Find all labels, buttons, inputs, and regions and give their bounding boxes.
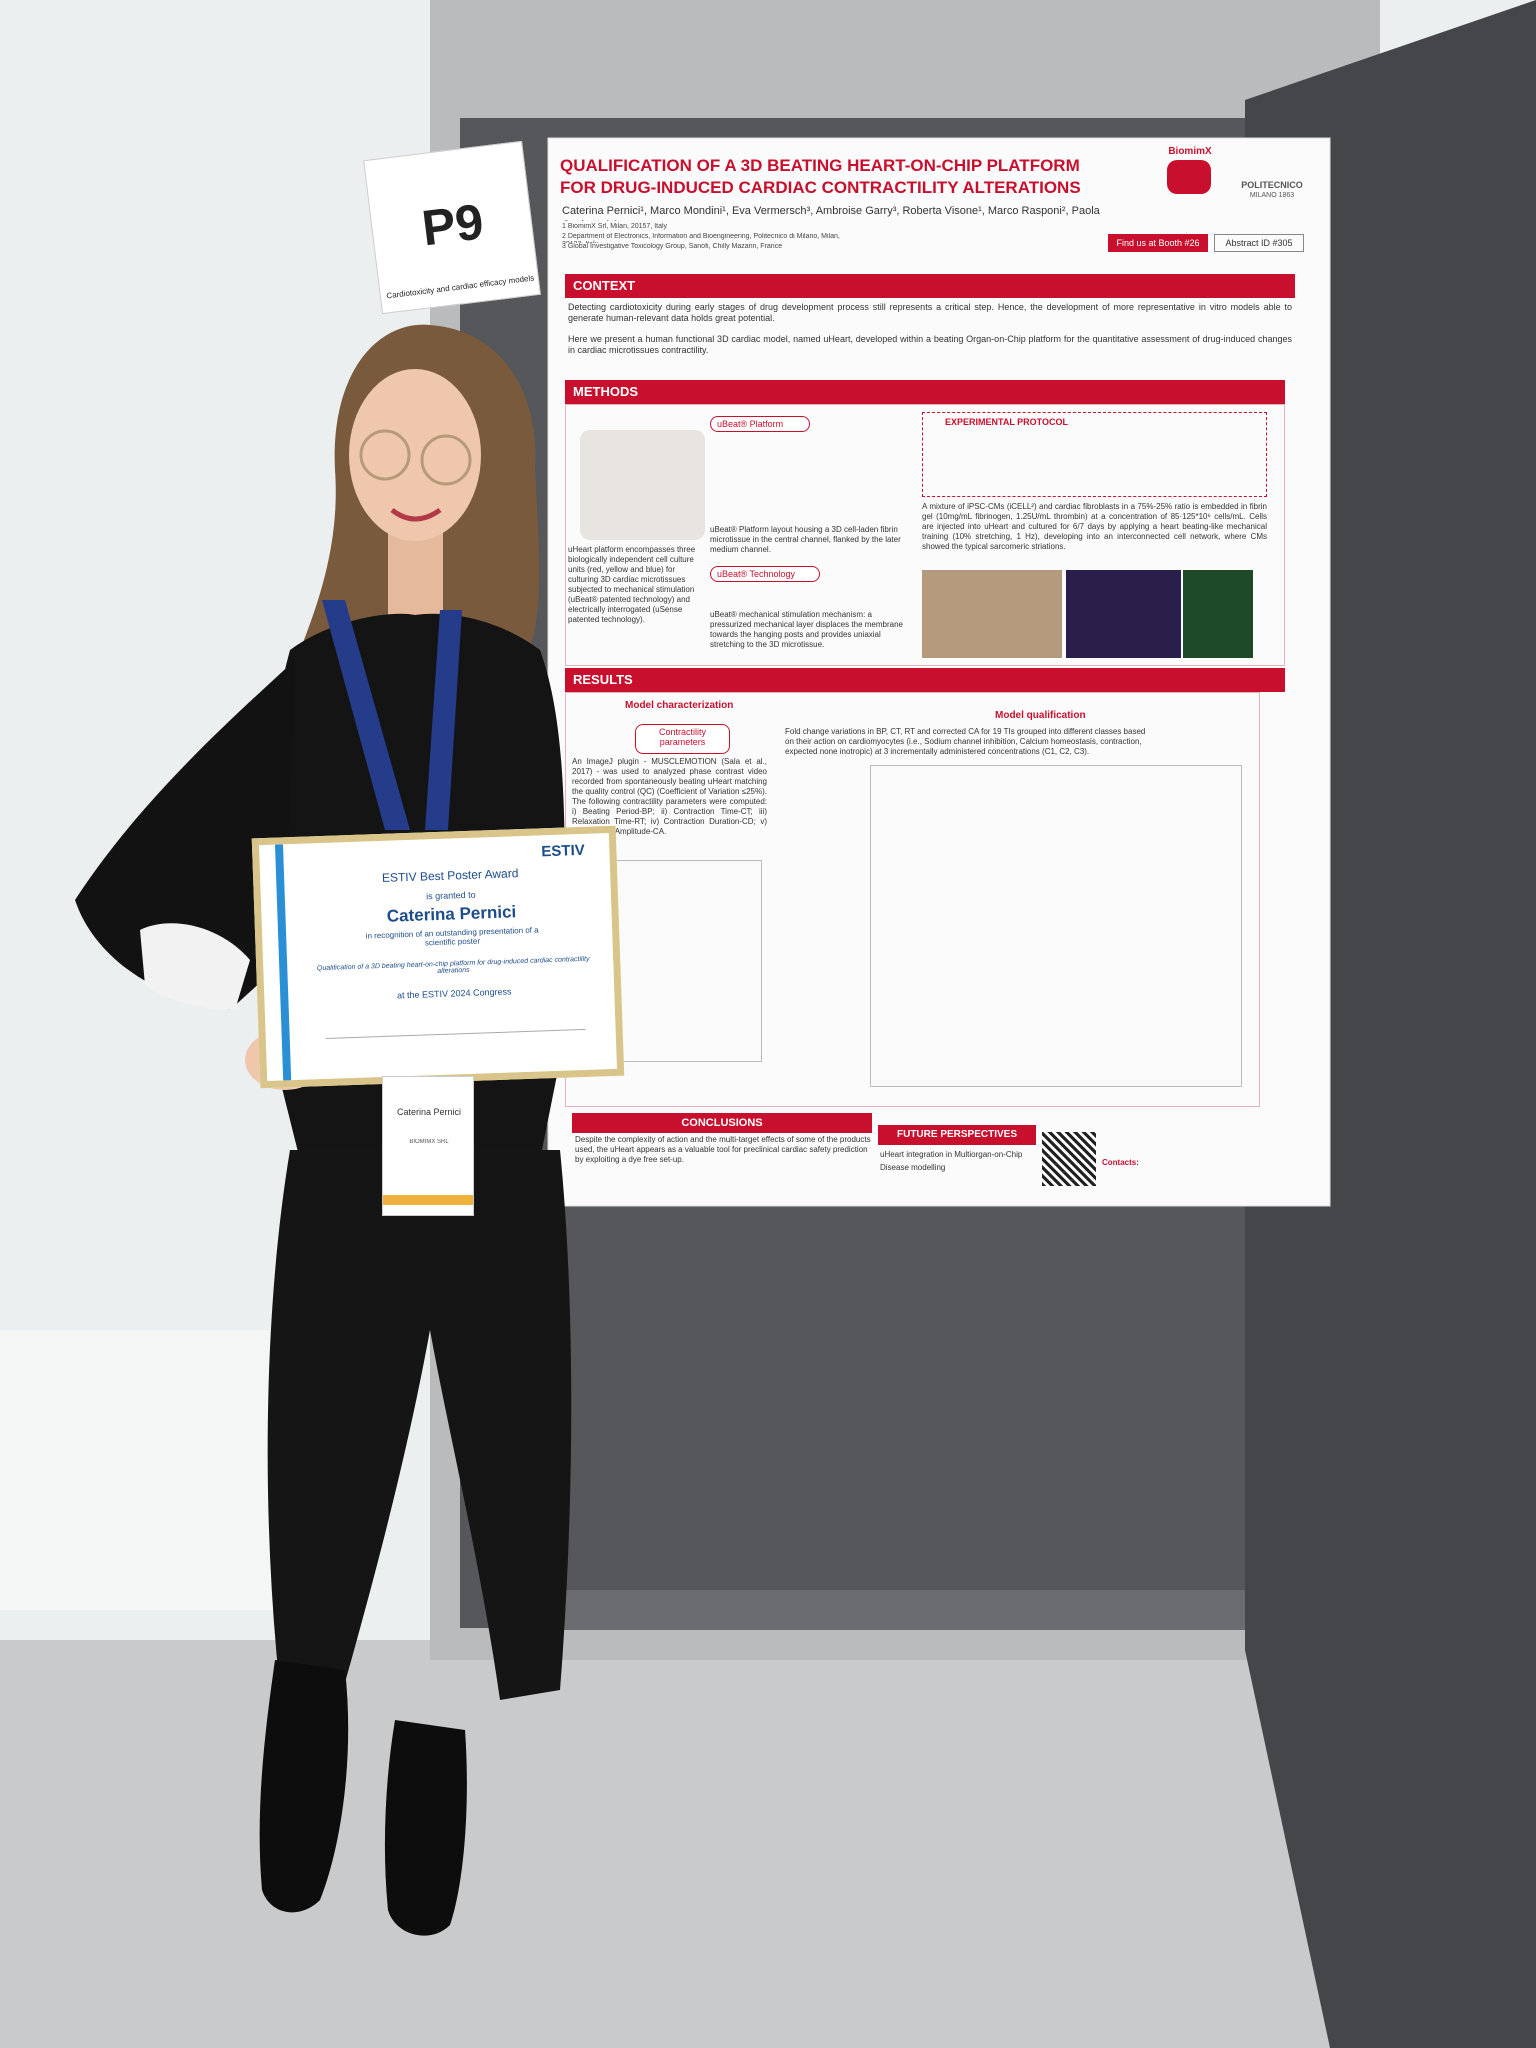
glasses-lens <box>420 434 472 486</box>
shoe <box>259 1660 349 1913</box>
conclusions-text: Despite the complexity of action and the… <box>575 1135 871 1164</box>
badge-company: BIOMIMX SRL <box>409 1139 449 1145</box>
logo-mark <box>1167 160 1211 194</box>
methods-box <box>565 404 1285 666</box>
section-heading: CONTEXT <box>565 274 1295 298</box>
section-heading: METHODS <box>565 380 1285 404</box>
booth-card: P9 Cardiotoxicity and cardiac efficacy m… <box>363 140 541 315</box>
certificate-poster: Qualification of a 3D beating heart-on-c… <box>316 955 590 976</box>
micrograph <box>1183 570 1253 658</box>
results-text: An ImageJ plugin - MUSCLEMOTION (Sala et… <box>572 757 767 836</box>
method-text: uBeat® mechanical stimulation mechanism:… <box>710 610 903 649</box>
results-subheading: Model qualification <box>995 710 1086 721</box>
results-label: Contractility parameters <box>635 724 730 754</box>
certificate-stripe <box>274 844 292 1085</box>
logo-text: BiomimX <box>1168 146 1212 157</box>
contacts-label: Contacts: <box>1102 1158 1139 1167</box>
smile <box>390 507 442 522</box>
certificate-logo: ESTIV <box>541 841 586 861</box>
section-heading: RESULTS <box>565 668 1285 692</box>
glasses-lens <box>359 429 411 481</box>
protocol-label: EXPERIMENTAL PROTOCOL <box>945 417 1069 427</box>
abstract-tag: Abstract ID #305 <box>1214 234 1304 252</box>
name-badge: Caterina Pernici BIOMIMX SRL <box>382 1076 474 1216</box>
method-text: uHeart platform encompasses three biolog… <box>568 545 696 624</box>
results-subheading: Model characterization <box>625 700 734 711</box>
qr-code <box>1042 1132 1096 1186</box>
method-text: A mixture of iPSC-CMs (iCELL²) and cardi… <box>922 502 1267 551</box>
badge-name: Caterina Pernici <box>396 1107 462 1117</box>
platform-image <box>580 430 705 540</box>
certificate: ESTIV ESTIV Best Poster Award is granted… <box>251 825 625 1089</box>
booth-code: P9 <box>418 193 487 257</box>
figure <box>600 860 762 1062</box>
context-text: Here we present a human functional 3D ca… <box>568 334 1292 356</box>
badge-stripe <box>383 1195 473 1205</box>
poster-title: QUALIFICATION OF A 3D BEATING HEART-ON-C… <box>560 156 1081 203</box>
future-item: Disease modelling <box>880 1163 946 1172</box>
face <box>349 369 481 541</box>
certificate-text: in recognition of an outstanding present… <box>365 925 539 948</box>
micrograph <box>1066 570 1181 658</box>
results-text: Fold change variations in BP, CT, RT and… <box>785 727 1146 756</box>
affiliation: 3 Global Investigative Toxicology Group,… <box>562 243 783 250</box>
booth-button: Find us at Booth #26 <box>1108 234 1208 252</box>
lanyard <box>322 600 410 830</box>
logo-text: POLITECNICO <box>1241 180 1303 190</box>
logo-text: MILANO 1863 <box>1249 192 1295 199</box>
booth-topic: Cardiotoxicity and cardiac efficacy mode… <box>385 273 535 301</box>
neck <box>388 530 443 620</box>
method-label: uBeat® Technology <box>710 566 820 582</box>
affiliation: 1 BiomimX Srl, Milan, 20157, Italy <box>562 223 668 230</box>
section-heading: FUTURE PERSPECTIVES <box>878 1125 1036 1145</box>
figure <box>870 765 1242 1087</box>
cuff <box>140 923 250 1010</box>
shoe <box>384 1720 467 1936</box>
floor <box>0 1640 1536 2048</box>
signature-line <box>325 1028 586 1039</box>
affiliation: 2 Department of Electronics, Information… <box>562 233 840 243</box>
trousers <box>267 1150 572 1700</box>
method-text: uBeat® Platform layout housing a 3D cell… <box>710 525 901 554</box>
lanyard <box>425 610 462 830</box>
board-shadow <box>510 1590 1270 1630</box>
protocol-box <box>922 412 1267 497</box>
section-heading: CONCLUSIONS <box>572 1113 872 1133</box>
method-label: uBeat® Platform <box>710 416 810 432</box>
micrograph <box>922 570 1062 658</box>
future-item: uHeart integration in Multiorgan-on-Chip <box>880 1150 1023 1159</box>
sleeve <box>75 660 295 1010</box>
context-text: Detecting cardiotoxicity during early st… <box>568 302 1292 324</box>
poster-authors: Caterina Pernici¹, Marco Mondini¹, Eva V… <box>562 205 1100 221</box>
